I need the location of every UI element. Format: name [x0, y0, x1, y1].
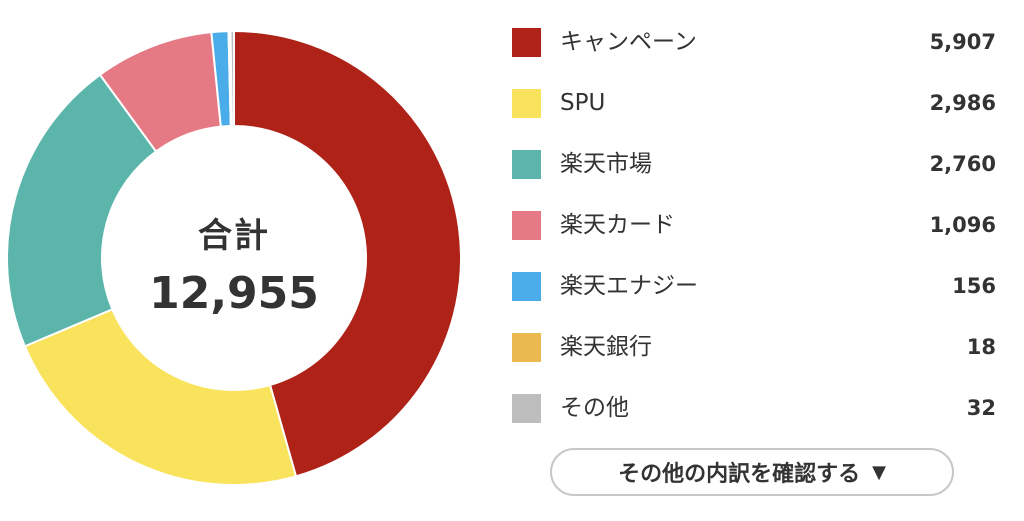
legend-swatch — [512, 28, 541, 57]
legend-label: その他 — [560, 395, 629, 421]
legend-item: 楽天銀行 18 — [512, 329, 996, 390]
legend-swatch — [512, 272, 541, 301]
show-other-details-label: その他の内訳を確認する — [618, 462, 861, 487]
legend-value: 156 — [952, 274, 996, 298]
legend-value: 2,986 — [929, 91, 996, 115]
legend-item: SPU 2,986 — [512, 85, 996, 146]
legend-value: 18 — [966, 335, 996, 359]
donut-chart — [6, 29, 462, 486]
donut-slice — [23, 308, 298, 486]
legend-label: キャンペーン — [560, 29, 697, 55]
legend-swatch — [512, 211, 541, 240]
legend-item: その他 32 — [512, 390, 996, 451]
legend-value: 5,907 — [929, 30, 996, 54]
legend-label: 楽天カード — [560, 212, 675, 238]
legend-item: キャンペーン 5,907 — [512, 24, 996, 85]
legend-item: 楽天エナジー 156 — [512, 268, 996, 329]
legend-value: 1,096 — [929, 213, 996, 237]
caret-down-icon: ▼ — [872, 461, 886, 483]
donut-slice — [6, 73, 158, 348]
legend-item: 楽天カード 1,096 — [512, 207, 996, 268]
total-value: 12,955 — [149, 268, 319, 319]
legend-value: 32 — [966, 396, 996, 420]
legend-item: 楽天市場 2,760 — [512, 146, 996, 207]
legend: キャンペーン 5,907 SPU 2,986 楽天市場 2,760 楽天カード 1,096 楽天… — [512, 24, 996, 451]
legend-swatch — [512, 89, 541, 118]
show-other-details-button[interactable]: その他の内訳を確認する ▼ — [550, 448, 954, 496]
legend-label: 楽天銀行 — [560, 334, 652, 360]
legend-swatch — [512, 150, 541, 179]
donut-slice — [233, 29, 462, 478]
legend-label: 楽天市場 — [560, 151, 652, 177]
legend-label: SPU — [560, 90, 606, 116]
donut-slice — [229, 29, 235, 128]
legend-swatch — [512, 394, 541, 423]
legend-value: 2,760 — [929, 152, 996, 176]
legend-label: 楽天エナジー — [560, 273, 698, 299]
total-title: 合計 — [198, 216, 270, 256]
legend-swatch — [512, 333, 541, 362]
